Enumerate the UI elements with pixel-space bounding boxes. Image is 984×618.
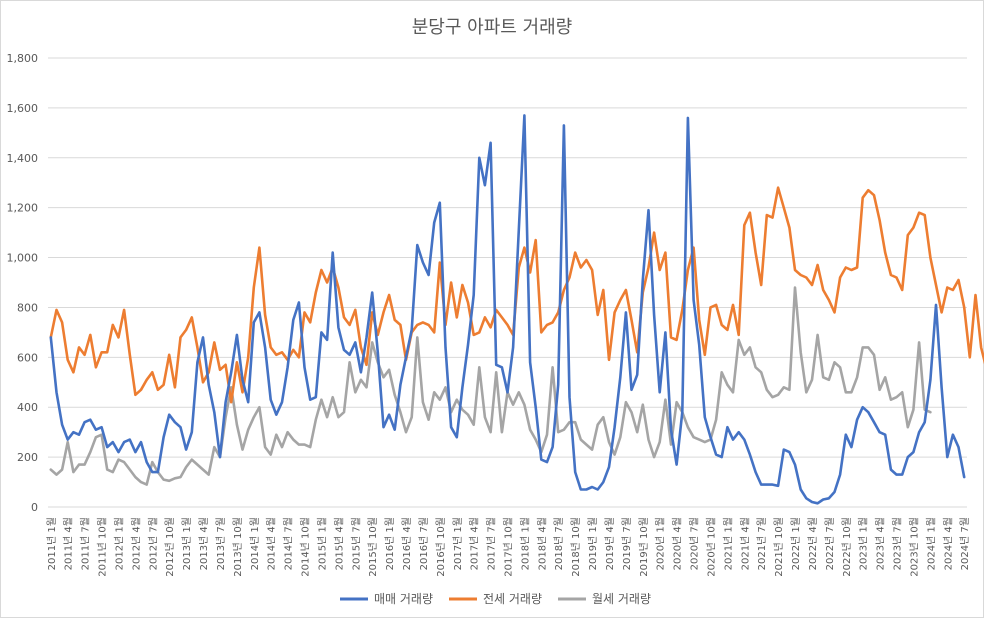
x-tick-label: 2014년 10월 bbox=[300, 517, 312, 577]
legend-label: 전세 거래량 bbox=[483, 592, 542, 606]
x-tick-label: 2018년 4월 bbox=[536, 517, 548, 570]
y-tick-label: 1,200 bbox=[7, 202, 39, 215]
y-tick-label: 1,800 bbox=[7, 52, 39, 65]
series-lines bbox=[49, 114, 984, 505]
x-tick-label: 2011년 10월 bbox=[97, 517, 109, 577]
x-tick-label: 2017년 4월 bbox=[469, 517, 481, 570]
x-tick-label: 2018년 10월 bbox=[570, 517, 582, 577]
x-tick-label: 2018년 7월 bbox=[553, 517, 565, 570]
y-axis-ticks: 0 200 400 600 800 1,000 1,200 1,400 1,600 1,800 bbox=[7, 52, 39, 514]
legend-label: 매매 거래량 bbox=[374, 592, 433, 606]
x-tick-label: 2016년 4월 bbox=[401, 517, 413, 570]
x-tick-label: 2011년 7월 bbox=[80, 517, 92, 570]
y-tick-label: 1,600 bbox=[7, 102, 39, 115]
x-tick-label: 2020년 10월 bbox=[705, 517, 717, 577]
x-tick-label: 2014년 1월 bbox=[249, 517, 261, 570]
series-line-sale bbox=[49, 114, 966, 505]
x-tick-label: 2019년 10월 bbox=[638, 517, 650, 577]
x-tick-label: 2012년 4월 bbox=[130, 517, 142, 570]
gridlines bbox=[48, 57, 967, 508]
series-line-monthly bbox=[49, 286, 932, 486]
x-tick-label: 2012년 7월 bbox=[147, 517, 159, 570]
x-tick-label: 2011년 1월 bbox=[46, 517, 58, 570]
x-tick-label: 2023년 10월 bbox=[908, 517, 920, 577]
x-tick-label: 2018년 1월 bbox=[519, 517, 531, 570]
x-tick-label: 2020년 1월 bbox=[655, 517, 667, 570]
x-tick-label: 2016년 10월 bbox=[435, 517, 447, 577]
y-tick-label: 1,400 bbox=[7, 152, 39, 165]
x-tick-label: 2015년 4월 bbox=[333, 517, 345, 570]
x-tick-label: 2015년 7월 bbox=[350, 517, 362, 570]
x-tick-label: 2022년 4월 bbox=[807, 517, 819, 570]
x-tick-label: 2024년 4월 bbox=[942, 517, 954, 570]
x-tick-label: 2015년 10월 bbox=[367, 517, 379, 577]
x-tick-label: 2013년 4월 bbox=[198, 517, 210, 570]
x-tick-label: 2014년 7월 bbox=[283, 517, 295, 570]
x-tick-label: 2011년 4월 bbox=[63, 517, 75, 570]
x-tick-label: 2015년 1월 bbox=[316, 517, 328, 570]
x-tick-label: 2016년 7월 bbox=[418, 517, 430, 570]
x-tick-label: 2021년 1월 bbox=[722, 517, 734, 570]
x-tick-label: 2020년 7월 bbox=[689, 517, 701, 570]
x-tick-label: 2023년 7월 bbox=[892, 517, 904, 570]
x-tick-label: 2023년 4월 bbox=[875, 517, 887, 570]
legend-label: 월세 거래량 bbox=[592, 592, 651, 606]
x-tick-label: 2019년 7월 bbox=[621, 517, 633, 570]
x-tick-label: 2021년 10월 bbox=[773, 517, 785, 577]
x-tick-label: 2024년 7월 bbox=[959, 517, 971, 570]
x-tick-label: 2017년 7월 bbox=[486, 517, 498, 570]
x-tick-label: 2017년 10월 bbox=[503, 517, 515, 577]
x-tick-label: 2021년 4월 bbox=[739, 517, 751, 570]
y-tick-label: 400 bbox=[17, 401, 38, 414]
x-tick-label: 2013년 10월 bbox=[232, 517, 244, 577]
x-tick-label: 2014년 4월 bbox=[266, 517, 278, 570]
y-tick-label: 200 bbox=[17, 451, 38, 464]
x-tick-label: 2022년 10월 bbox=[841, 517, 853, 577]
x-tick-label: 2013년 1월 bbox=[181, 517, 193, 570]
x-tick-label: 2020년 4월 bbox=[672, 517, 684, 570]
legend: 매매 거래량 전세 거래량 월세 거래량 bbox=[340, 592, 651, 606]
x-tick-label: 2012년 1월 bbox=[113, 517, 125, 570]
x-tick-label: 2024년 1월 bbox=[925, 517, 937, 570]
x-tick-label: 2017년 1월 bbox=[452, 517, 464, 570]
x-tick-label: 2013년 7월 bbox=[215, 517, 227, 570]
y-tick-label: 800 bbox=[17, 301, 38, 314]
x-tick-label: 2022년 7월 bbox=[824, 517, 836, 570]
x-tick-label: 2016년 1월 bbox=[384, 517, 396, 570]
x-tick-label: 2021년 7월 bbox=[756, 517, 768, 570]
x-tick-label: 2012년 10월 bbox=[164, 517, 176, 577]
x-tick-label: 2019년 4월 bbox=[604, 517, 616, 570]
x-tick-label: 2022년 1월 bbox=[790, 517, 802, 570]
y-tick-label: 0 bbox=[31, 501, 38, 514]
x-axis-ticks: 2011년 1월 2011년 4월 2011년 7월 2011년 10월 2012년 1… bbox=[46, 517, 971, 577]
chart-title: 분당구 아파트 거래량 bbox=[412, 17, 572, 38]
x-tick-label: 2019년 1월 bbox=[587, 517, 599, 570]
y-tick-label: 600 bbox=[17, 351, 38, 364]
x-tick-label: 2023년 1월 bbox=[858, 517, 870, 570]
y-tick-label: 1,000 bbox=[7, 252, 39, 265]
